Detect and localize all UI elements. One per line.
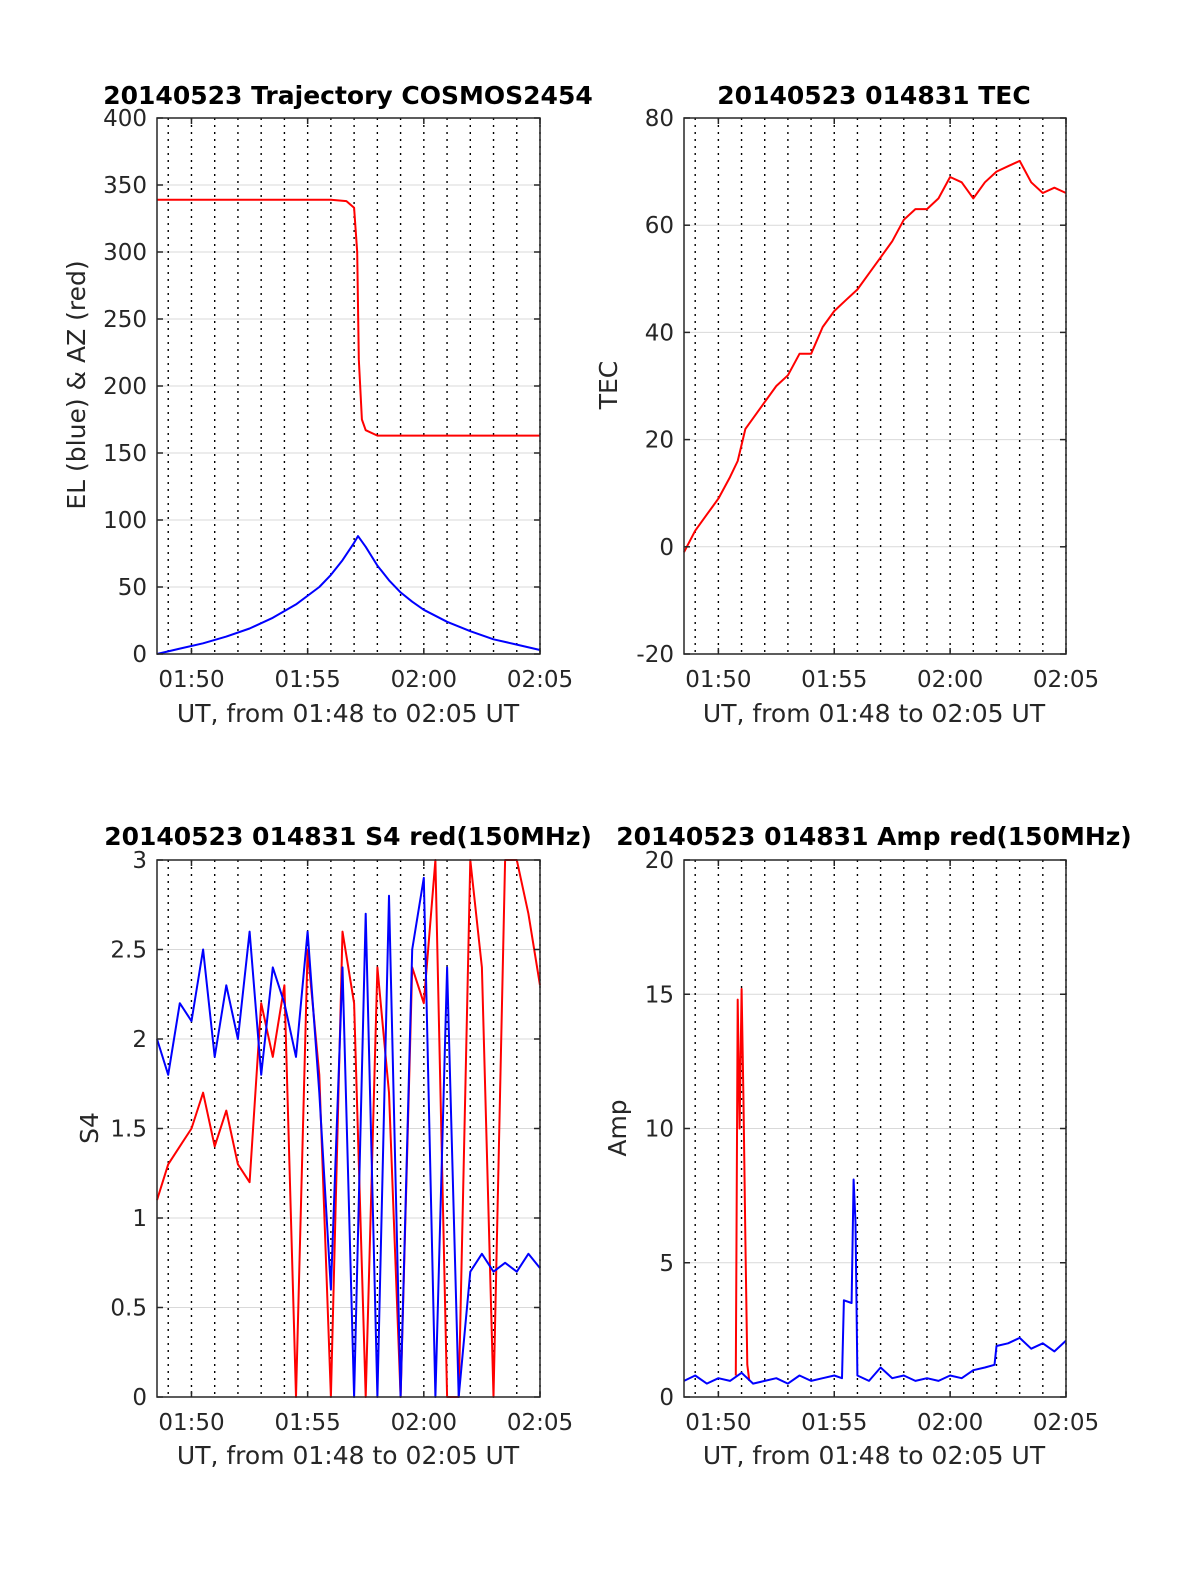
x-axis-label: UT, from 01:48 to 02:05 UT xyxy=(703,1441,1046,1470)
y-axis-label: EL (blue) & AZ (red) xyxy=(62,260,91,509)
panel-tec: -20 0 20 40 60 80 01:50 01:55 02:00 02:05 2014052… xyxy=(594,81,1099,728)
y-tick-label: 0 xyxy=(132,1385,147,1411)
chart-title: 20140523 014831 Amp red(150MHz) xyxy=(616,822,1132,851)
series-line-red xyxy=(157,198,540,437)
y-tick-label: 1 xyxy=(132,1206,147,1232)
y-tick-label: -20 xyxy=(636,642,674,668)
y-tick-label: 0 xyxy=(659,1385,674,1411)
y-tick-label: 1.5 xyxy=(110,1117,147,1143)
y-tick-label: 0 xyxy=(659,535,674,561)
y-tick-label: 100 xyxy=(103,508,147,534)
x-tick-label: 01:55 xyxy=(801,667,867,693)
x-tick-label: 02:00 xyxy=(391,1410,457,1436)
y-tick-label: 50 xyxy=(118,575,147,601)
x-tick-label: 01:55 xyxy=(801,1410,867,1436)
y-tick-label: 0 xyxy=(132,642,147,668)
y-tick-label: 10 xyxy=(645,1117,674,1143)
plot-area-trajectory: 0 50 100 150 200 250 300 350 400 01:50 01:55 02:00 0… xyxy=(103,106,573,693)
y-tick-label: 80 xyxy=(645,106,674,132)
y-axis-label: S4 xyxy=(75,1112,104,1144)
y-tick-label: 0.5 xyxy=(110,1296,147,1322)
y-tick-label: 15 xyxy=(645,982,674,1008)
x-axis-label: UT, from 01:48 to 02:05 UT xyxy=(703,699,1046,728)
x-tick-label: 02:05 xyxy=(507,667,573,693)
x-tick-label: 01:55 xyxy=(274,667,340,693)
series-line-red xyxy=(734,987,751,1382)
chart-title: 20140523 Trajectory COSMOS2454 xyxy=(103,81,593,110)
y-tick-label: 400 xyxy=(103,106,147,132)
y-tick-label: 150 xyxy=(103,441,147,467)
series-line-red xyxy=(683,159,1067,553)
x-axis-label: UT, from 01:48 to 02:05 UT xyxy=(177,1441,520,1470)
x-tick-label: 02:00 xyxy=(917,1410,983,1436)
x-tick-label: 01:50 xyxy=(685,667,751,693)
y-tick-label: 300 xyxy=(103,240,147,266)
chart-title: 20140523 014831 S4 red(150MHz) xyxy=(104,822,592,851)
panel-amp: 0 5 10 15 20 01:50 01:55 02:00 02:05 20140523 01… xyxy=(603,822,1132,1470)
x-tick-label: 01:55 xyxy=(274,1410,340,1436)
y-axis-label: Amp xyxy=(603,1099,632,1156)
panel-s4: 0 0.5 1 1.5 2 2.5 3 01:50 01:55 02:00 02:05 201405… xyxy=(75,822,592,1470)
series-line-blue xyxy=(156,535,541,655)
y-tick-label: 5 xyxy=(659,1251,674,1277)
x-tick-label: 02:05 xyxy=(507,1410,573,1436)
y-tick-label: 40 xyxy=(645,320,674,346)
x-tick-label: 01:50 xyxy=(685,1410,751,1436)
y-tick-label: 3 xyxy=(132,848,147,874)
axes-frame xyxy=(683,117,1067,655)
y-tick-label: 20 xyxy=(645,848,674,874)
y-axis-label: TEC xyxy=(594,361,623,411)
series-line-blue xyxy=(683,1178,1067,1385)
y-tick-label: 60 xyxy=(645,213,674,239)
y-tick-label: 350 xyxy=(103,173,147,199)
y-tick-label: 250 xyxy=(103,307,147,333)
y-tick-label: 20 xyxy=(645,428,674,454)
plot-area-amp: 0 5 10 15 20 01:50 01:55 02:00 02:05 xyxy=(645,848,1099,1436)
x-tick-label: 02:05 xyxy=(1033,667,1099,693)
y-tick-label: 2.5 xyxy=(110,938,147,964)
x-tick-label: 02:05 xyxy=(1033,1410,1099,1436)
panel-trajectory: 0 50 100 150 200 250 300 350 400 01:50 01:55 02:00 0… xyxy=(62,81,593,728)
y-tick-label: 2 xyxy=(132,1027,147,1053)
series-line-blue xyxy=(156,876,541,1398)
x-tick-label: 01:50 xyxy=(158,1410,224,1436)
x-tick-label: 02:00 xyxy=(391,667,457,693)
plot-area-tec: -20 0 20 40 60 80 01:50 01:55 02:00 02:05 xyxy=(636,106,1099,693)
plot-area-s4: 0 0.5 1 1.5 2 2.5 3 01:50 01:55 02:00 02:05 xyxy=(110,848,573,1436)
x-tick-label: 02:00 xyxy=(917,667,983,693)
x-axis-label: UT, from 01:48 to 02:05 UT xyxy=(177,699,520,728)
y-tick-label: 200 xyxy=(103,374,147,400)
chart-title: 20140523 014831 TEC xyxy=(717,81,1030,110)
x-tick-label: 01:50 xyxy=(158,667,224,693)
series-line-red xyxy=(156,859,541,1398)
